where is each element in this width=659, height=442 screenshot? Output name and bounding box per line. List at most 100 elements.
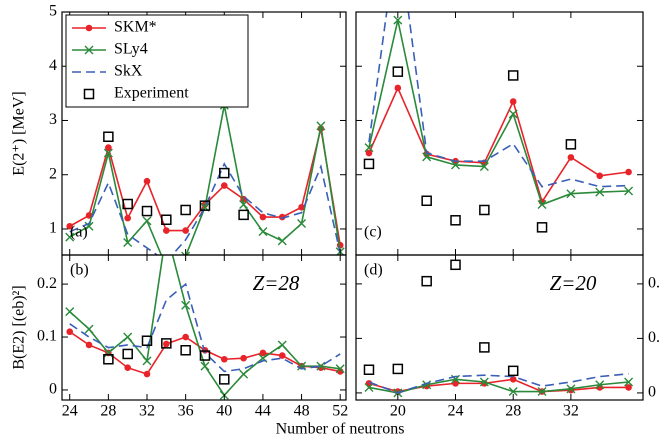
point — [537, 387, 547, 397]
point — [142, 216, 152, 226]
point — [278, 352, 286, 359]
point — [161, 214, 172, 225]
point — [122, 198, 133, 210]
x-tick-label: 32 — [139, 403, 155, 420]
point — [508, 109, 518, 119]
point — [624, 186, 634, 196]
point — [507, 365, 519, 377]
legend-label: SkX — [114, 63, 143, 80]
x-tick-label: 40 — [216, 403, 232, 420]
point — [143, 177, 151, 185]
point — [181, 300, 191, 310]
point — [219, 167, 230, 179]
x-tick-label: 48 — [294, 403, 310, 420]
point — [596, 172, 604, 180]
point — [421, 275, 432, 287]
y-tick-label: 0 — [49, 381, 57, 398]
point — [220, 355, 228, 363]
annotation: Z=28 — [253, 271, 300, 295]
x-tick-label: 20 — [390, 403, 406, 420]
y-tick-label: 0 — [648, 384, 656, 401]
point — [239, 369, 249, 379]
point — [392, 363, 404, 375]
point — [536, 222, 548, 233]
point — [298, 203, 305, 211]
y-tick-label: 2 — [49, 165, 57, 182]
x-tick-label: 24 — [448, 403, 464, 420]
point — [162, 263, 170, 271]
panel-label: (d) — [364, 262, 383, 279]
point — [199, 200, 211, 211]
point — [278, 213, 286, 221]
point — [625, 168, 632, 176]
point — [259, 349, 267, 357]
panel-label: (a) — [70, 224, 88, 241]
annotation: Z=20 — [550, 271, 597, 295]
legend-marker — [84, 45, 94, 55]
plot-area — [65, 255, 345, 400]
series-line — [368, 373, 629, 394]
point — [566, 189, 576, 199]
legend-box — [65, 14, 249, 108]
legend-marker — [83, 88, 95, 100]
point — [297, 219, 307, 229]
point — [219, 374, 230, 385]
x-tick-label: 24 — [62, 403, 78, 420]
point — [123, 238, 133, 248]
point — [66, 328, 74, 336]
point — [105, 144, 112, 151]
point — [239, 200, 249, 210]
point — [421, 195, 432, 207]
point — [258, 227, 268, 237]
y-axis-label: E(2⁺) [MeV] — [11, 91, 28, 175]
frame — [61, 254, 347, 401]
point — [394, 84, 402, 92]
point — [199, 350, 211, 361]
plot-area — [363, 12, 634, 233]
point — [624, 377, 634, 387]
point — [393, 15, 403, 25]
point — [163, 227, 170, 234]
point — [316, 121, 326, 131]
point — [364, 143, 374, 153]
point — [392, 66, 404, 77]
point — [316, 361, 326, 371]
x-tick-label: 32 — [563, 403, 579, 420]
point — [143, 370, 151, 378]
point — [508, 387, 518, 397]
point — [566, 384, 576, 394]
series-line — [368, 19, 629, 206]
point — [122, 348, 133, 360]
point — [220, 182, 228, 189]
x-axis-label: Number of neutrons — [276, 421, 405, 438]
point — [65, 307, 75, 317]
point — [103, 348, 113, 358]
point — [141, 335, 153, 346]
point — [142, 356, 152, 366]
legend-label: SKM* — [114, 19, 157, 36]
point — [182, 333, 189, 341]
y-tick-label: 0.02 — [648, 329, 659, 346]
point — [479, 204, 490, 216]
point — [163, 340, 170, 348]
plot-area — [363, 259, 634, 398]
point — [537, 200, 547, 210]
point — [277, 340, 287, 350]
point — [277, 236, 287, 246]
point — [103, 148, 113, 158]
point — [103, 354, 114, 365]
series-line — [69, 282, 341, 373]
point — [141, 205, 153, 217]
point — [124, 364, 131, 372]
x-tick-label: 44 — [255, 403, 271, 420]
point — [123, 332, 133, 342]
y-tick-label: 1 — [49, 220, 57, 237]
point — [200, 361, 210, 371]
point — [335, 364, 345, 374]
frame — [355, 254, 644, 401]
y-tick-label: 0.1 — [37, 328, 57, 345]
frame — [355, 11, 644, 256]
panel-label: (c) — [364, 224, 382, 241]
point — [479, 377, 489, 387]
